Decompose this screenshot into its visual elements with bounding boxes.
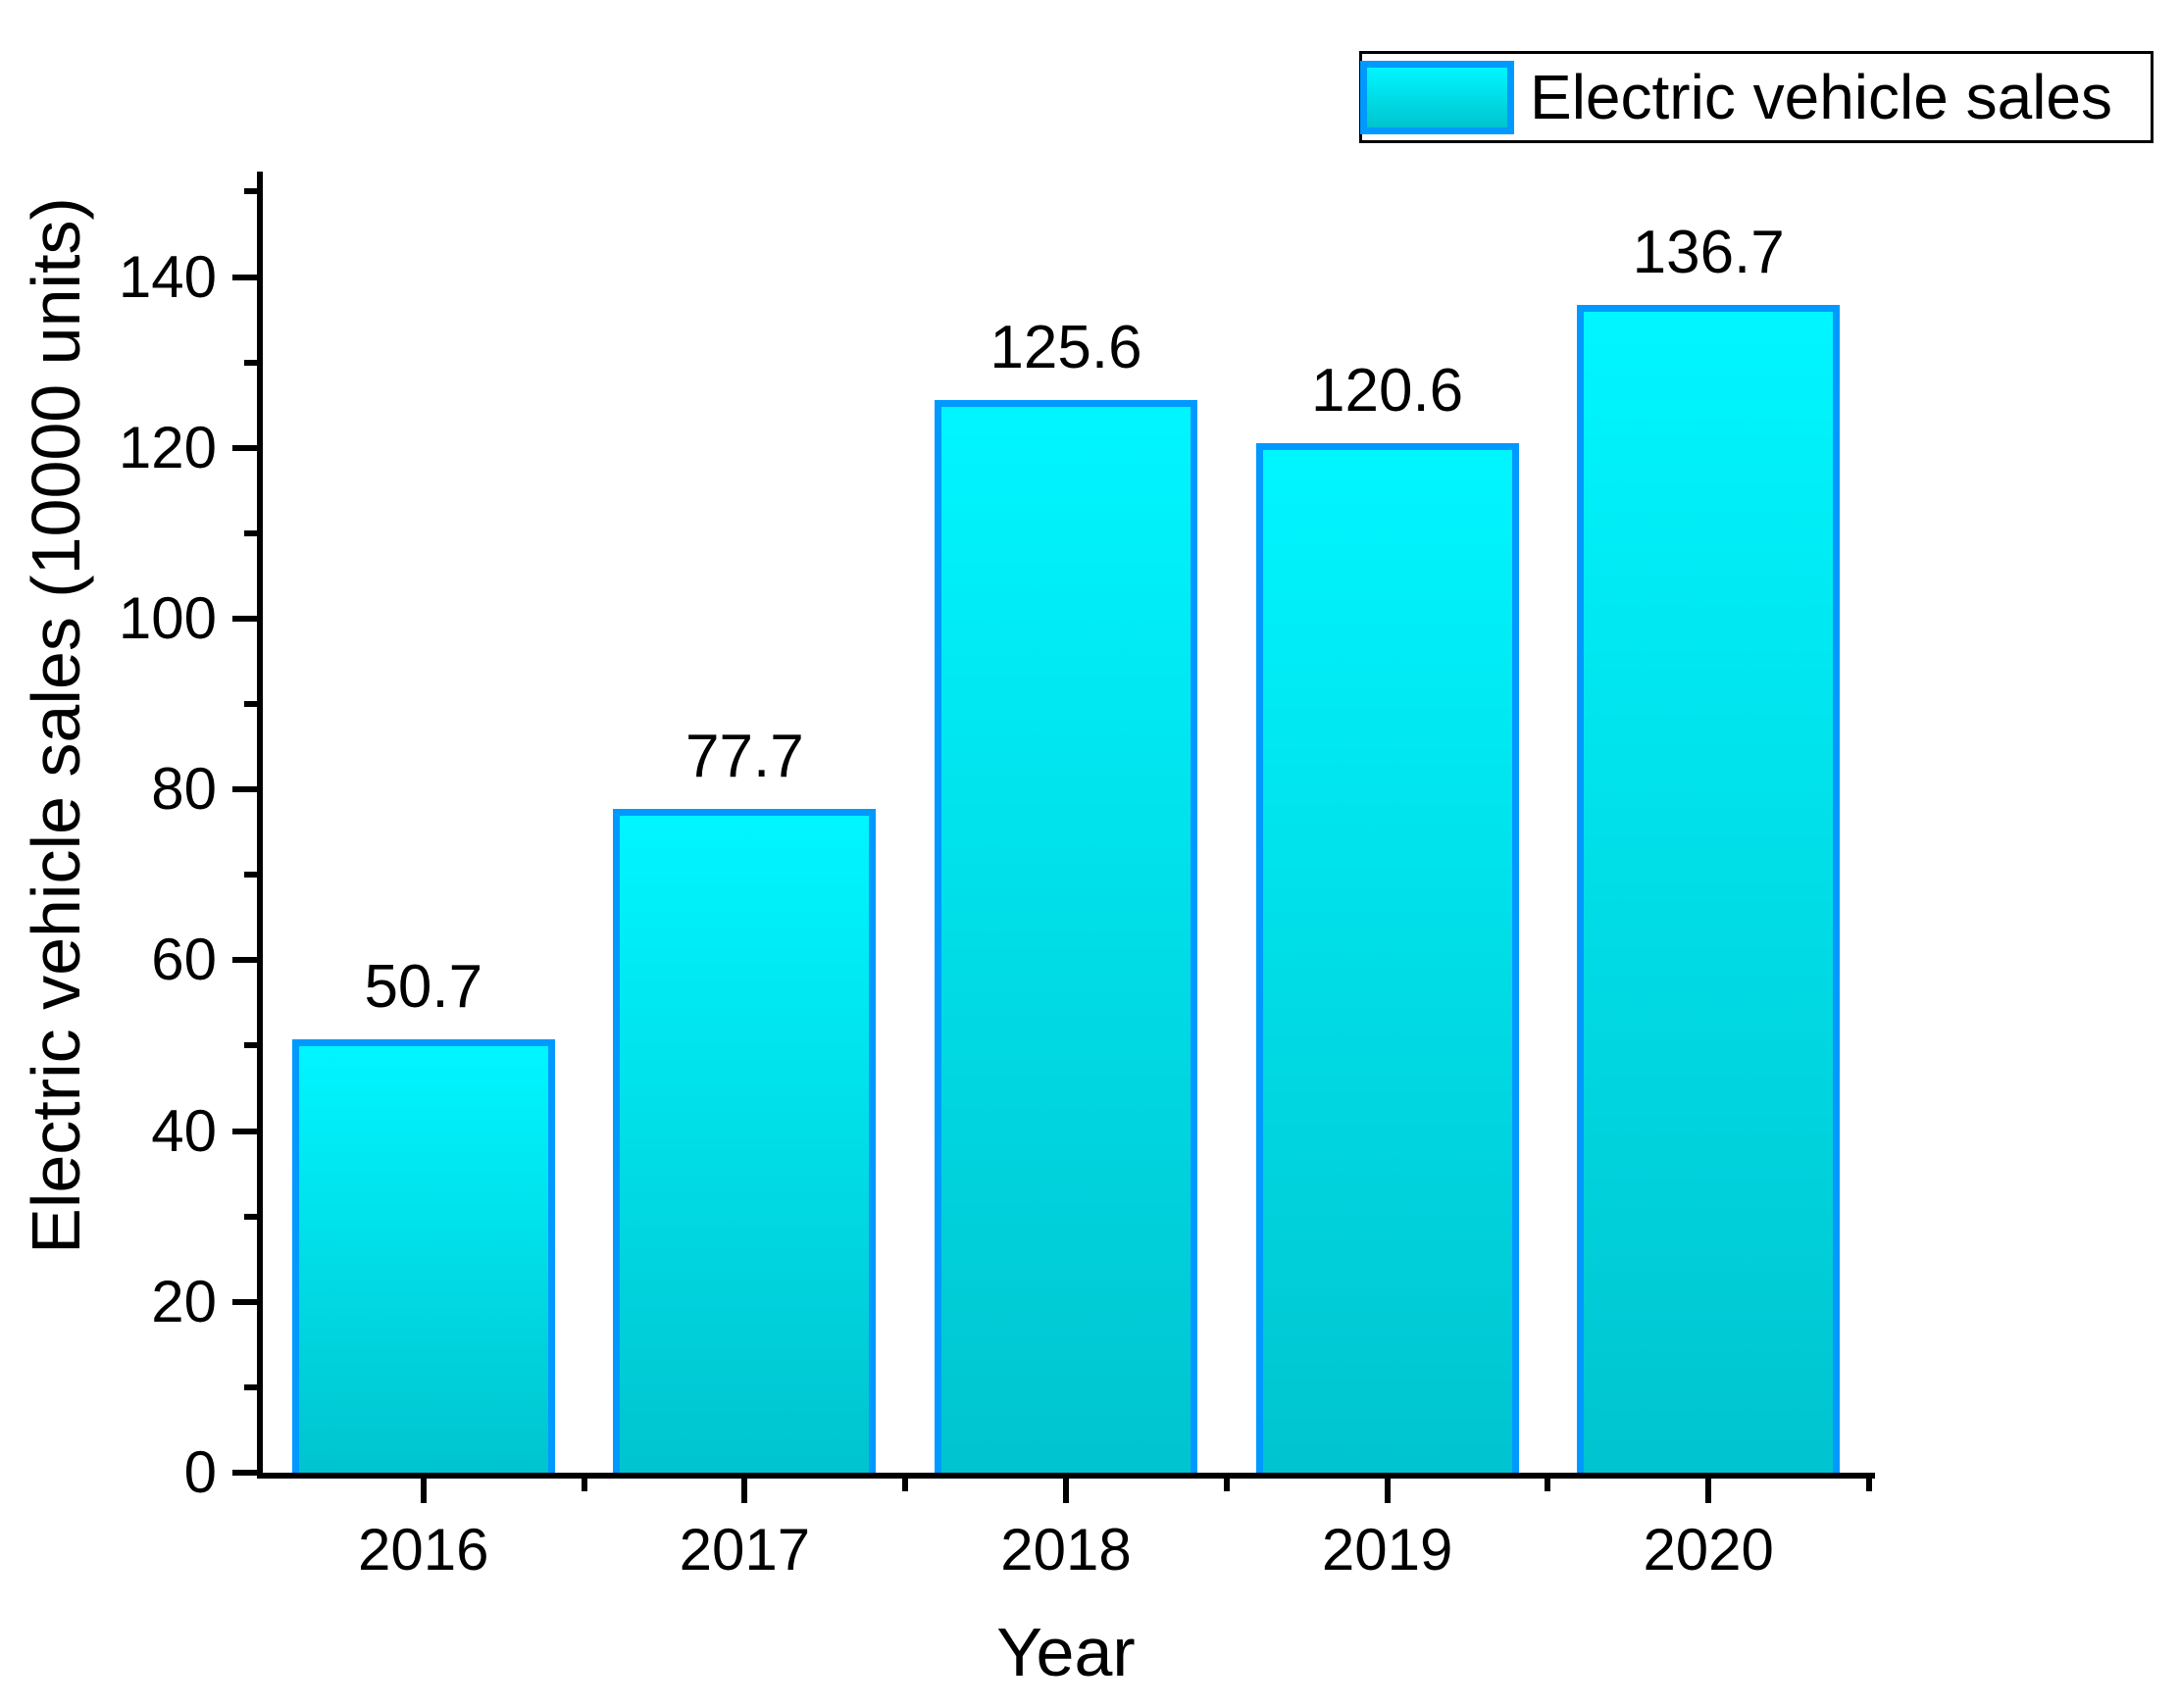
y-minor-tick — [244, 359, 257, 366]
y-minor-tick — [244, 1213, 257, 1220]
x-tick-label: 2018 — [1000, 1517, 1132, 1582]
y-minor-tick — [244, 529, 257, 536]
y-minor-tick — [244, 188, 257, 195]
bar-value-label: 77.7 — [685, 723, 804, 791]
y-tick-label: 0 — [183, 1439, 217, 1505]
y-major-tick — [232, 957, 257, 964]
y-tick-label: 100 — [118, 584, 217, 651]
x-major-tick — [741, 1479, 748, 1503]
y-major-tick — [232, 274, 257, 280]
bar-value-label: 136.7 — [1632, 219, 1785, 287]
y-minor-tick — [244, 1042, 257, 1049]
y-major-tick — [232, 615, 257, 622]
y-tick-label: 80 — [151, 756, 217, 823]
bar — [613, 809, 877, 1473]
y-tick-label: 40 — [151, 1097, 217, 1164]
x-major-tick — [420, 1479, 427, 1503]
y-tick-label: 140 — [118, 243, 217, 310]
bar-value-label: 125.6 — [989, 313, 1142, 381]
bar — [291, 1039, 555, 1473]
legend-box: Electric vehicle sales — [1359, 51, 2154, 143]
y-tick-label: 120 — [118, 414, 217, 480]
x-tick-label: 2017 — [679, 1517, 811, 1582]
y-minor-tick — [244, 872, 257, 879]
x-major-tick — [1705, 1479, 1712, 1503]
x-major-tick — [1384, 1479, 1391, 1503]
y-major-tick — [232, 1298, 257, 1305]
x-minor-tick — [581, 1479, 587, 1491]
y-major-tick — [232, 1470, 257, 1476]
bar — [1255, 442, 1519, 1473]
x-minor-tick — [1545, 1479, 1551, 1491]
x-tick-label: 2016 — [358, 1517, 489, 1582]
y-axis-line — [257, 172, 263, 1479]
bar-value-label: 120.6 — [1311, 356, 1464, 425]
x-tick-label: 2020 — [1643, 1517, 1774, 1582]
y-major-tick — [232, 1128, 257, 1134]
y-tick-label: 60 — [151, 927, 217, 993]
x-minor-tick — [1866, 1479, 1872, 1491]
bar — [1577, 305, 1841, 1473]
x-tick-label: 2019 — [1321, 1517, 1453, 1582]
x-minor-tick — [1223, 1479, 1230, 1491]
legend-swatch — [1360, 60, 1514, 134]
x-minor-tick — [902, 1479, 909, 1491]
legend-label: Electric vehicle sales — [1530, 62, 2112, 132]
bar — [935, 399, 1197, 1473]
x-major-tick — [1063, 1479, 1069, 1503]
y-major-tick — [232, 786, 257, 793]
y-minor-tick — [244, 701, 257, 708]
y-major-tick — [232, 444, 257, 451]
x-axis-title: Year — [996, 1614, 1136, 1690]
y-tick-label: 20 — [151, 1268, 217, 1334]
y-minor-tick — [244, 1383, 257, 1390]
x-axis-line — [257, 1473, 1875, 1479]
bar-value-label: 50.7 — [364, 953, 483, 1022]
